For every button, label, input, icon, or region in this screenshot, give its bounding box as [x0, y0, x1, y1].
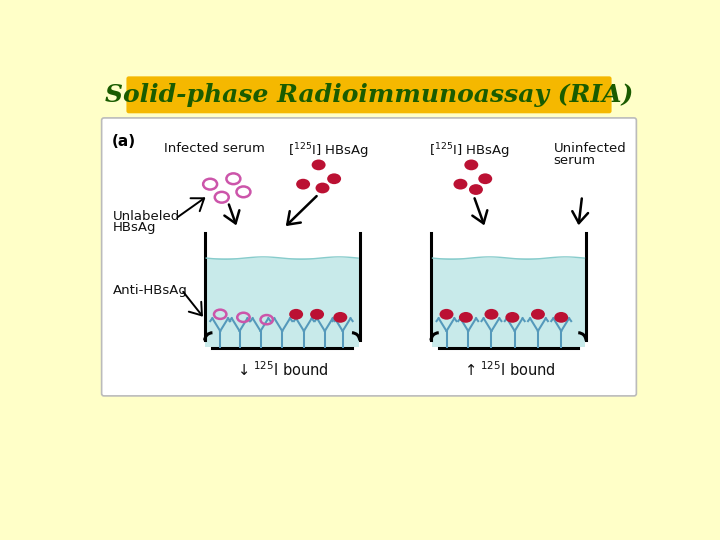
- Text: (a): (a): [112, 134, 136, 149]
- Ellipse shape: [454, 179, 467, 190]
- Bar: [205, 258, 359, 347]
- Text: $[^{125}$I] HBsAg: $[^{125}$I] HBsAg: [429, 142, 510, 161]
- Ellipse shape: [531, 309, 545, 320]
- Ellipse shape: [296, 179, 310, 190]
- Ellipse shape: [315, 183, 330, 193]
- FancyBboxPatch shape: [127, 76, 611, 113]
- Ellipse shape: [505, 312, 519, 323]
- Text: Anti-HBsAg: Anti-HBsAg: [113, 284, 188, 297]
- Ellipse shape: [439, 309, 454, 320]
- Ellipse shape: [312, 159, 325, 170]
- Ellipse shape: [478, 173, 492, 184]
- Text: Solid-phase Radioimmunoassay (RIA): Solid-phase Radioimmunoassay (RIA): [105, 83, 633, 107]
- Ellipse shape: [469, 184, 483, 195]
- Text: $\downarrow^{125}$I bound: $\downarrow^{125}$I bound: [235, 361, 329, 379]
- Bar: [432, 258, 585, 347]
- Text: serum: serum: [554, 154, 595, 167]
- Ellipse shape: [485, 309, 498, 320]
- Text: HBsAg: HBsAg: [113, 221, 157, 234]
- Ellipse shape: [310, 309, 324, 320]
- Text: Uninfected: Uninfected: [554, 142, 626, 155]
- Text: Infected serum: Infected serum: [163, 142, 264, 155]
- Ellipse shape: [289, 309, 303, 320]
- Ellipse shape: [459, 312, 473, 323]
- Ellipse shape: [554, 312, 568, 323]
- Ellipse shape: [333, 312, 347, 323]
- Text: $[^{125}$I] HBsAg: $[^{125}$I] HBsAg: [287, 142, 369, 161]
- Text: $\uparrow^{125}$I bound: $\uparrow^{125}$I bound: [462, 361, 555, 379]
- FancyBboxPatch shape: [102, 118, 636, 396]
- Ellipse shape: [327, 173, 341, 184]
- Ellipse shape: [464, 159, 478, 170]
- Text: Unlabeled: Unlabeled: [113, 210, 181, 222]
